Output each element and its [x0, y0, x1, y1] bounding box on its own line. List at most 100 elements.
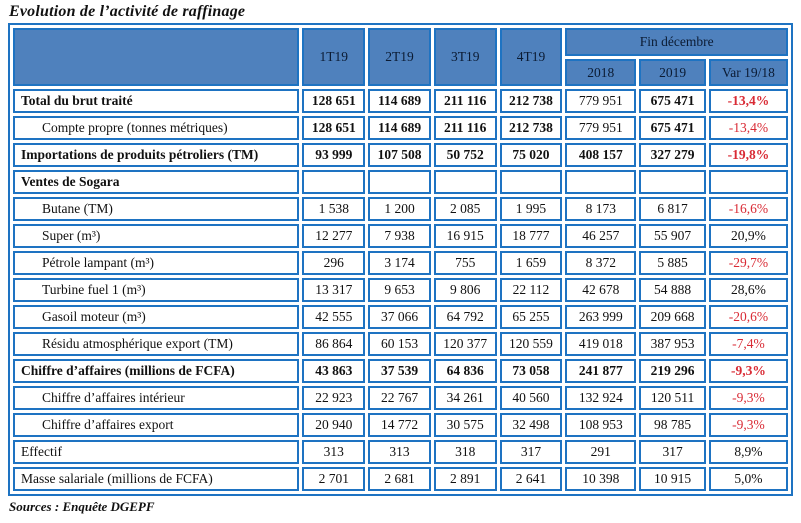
cell-value: 219 296 — [639, 359, 706, 383]
table-row: Chiffre d’affaires export 20 940 14 772 30 … — [13, 413, 788, 437]
cell-value: 1 995 — [499, 197, 563, 221]
cell-value: 317 — [639, 440, 706, 464]
cell-value: 120 377 — [433, 332, 497, 356]
cell-value: 18 777 — [499, 224, 563, 248]
cell-value: 55 907 — [639, 224, 706, 248]
cell-value: 12 277 — [302, 224, 366, 248]
cell-value: 108 953 — [565, 413, 637, 437]
header-row-top: 1T19 2T19 3T19 4T19 Fin décembre — [13, 28, 788, 86]
col-header-3t19: 3T19 — [433, 28, 497, 86]
cell-value: 2 641 — [499, 467, 563, 491]
cell-value: 212 738 — [499, 89, 563, 113]
cell-variation: 8,9% — [708, 440, 788, 464]
cell-variation: -7,4% — [708, 332, 788, 356]
cell-value: 14 772 — [368, 413, 431, 437]
cell-value — [433, 170, 497, 194]
cell-value: 3 174 — [368, 251, 431, 275]
cell-value: 22 767 — [368, 386, 431, 410]
table-body: Total du brut traité 128 651 114 689 211 11… — [13, 89, 788, 491]
row-label: Super (m³) — [13, 224, 300, 248]
cell-value: 43 863 — [302, 359, 366, 383]
cell-value: 296 — [302, 251, 366, 275]
refining-activity-table: 1T19 2T19 3T19 4T19 Fin décembre 2018 20… — [8, 23, 793, 496]
col-header-2019: 2019 — [639, 59, 706, 86]
cell-value: 212 738 — [499, 116, 563, 140]
cell-value: 120 559 — [499, 332, 563, 356]
row-label: Compte propre (tonnes métriques) — [13, 116, 300, 140]
cell-value: 22 112 — [499, 278, 563, 302]
row-label: Turbine fuel 1 (m³) — [13, 278, 300, 302]
table-row: Importations de produits pétroliers (TM)… — [13, 143, 788, 167]
cell-value: 5 885 — [639, 251, 706, 275]
table-row: Ventes de Sogara — [13, 170, 788, 194]
cell-value: 419 018 — [565, 332, 637, 356]
cell-value: 1 538 — [302, 197, 366, 221]
cell-value: 317 — [499, 440, 563, 464]
cell-value: 40 560 — [499, 386, 563, 410]
col-header-1t19: 1T19 — [302, 28, 366, 86]
col-header-var-19-18: Var 19/18 — [708, 59, 788, 86]
cell-variation: -9,3% — [708, 386, 788, 410]
cell-variation: 20,9% — [708, 224, 788, 248]
cell-value: 211 116 — [433, 89, 497, 113]
row-label: Effectif — [13, 440, 300, 464]
row-label: Résidu atmosphérique export (TM) — [13, 332, 300, 356]
cell-value: 1 659 — [499, 251, 563, 275]
cell-value: 120 511 — [639, 386, 706, 410]
cell-value: 34 261 — [433, 386, 497, 410]
cell-value: 13 317 — [302, 278, 366, 302]
cell-value: 42 678 — [565, 278, 637, 302]
cell-value — [499, 170, 563, 194]
cell-value: 313 — [368, 440, 431, 464]
cell-value: 313 — [302, 440, 366, 464]
table-row: Effectif 313 313 318 317 291 317 8,9% — [13, 440, 788, 464]
cell-value — [368, 170, 431, 194]
col-header-2018: 2018 — [565, 59, 637, 86]
table-row: Chiffre d’affaires (millions de FCFA) 43 … — [13, 359, 788, 383]
cell-variation: -19,8% — [708, 143, 788, 167]
table-row: Butane (TM) 1 538 1 200 2 085 1 995 8 173 6 81… — [13, 197, 788, 221]
cell-value: 8 372 — [565, 251, 637, 275]
table-row: Compte propre (tonnes métriques) 128 651 1… — [13, 116, 788, 140]
header-row-sub: 2018 2019 Var 19/18 — [13, 59, 788, 86]
cell-value: 8 173 — [565, 197, 637, 221]
cell-value: 128 651 — [302, 116, 366, 140]
table-row: Chiffre d’affaires intérieur 22 923 22 767… — [13, 386, 788, 410]
cell-variation — [708, 170, 788, 194]
cell-value: 22 923 — [302, 386, 366, 410]
cell-value: 2 891 — [433, 467, 497, 491]
page-title: Evolution de l’activité de raffinage — [9, 3, 246, 20]
row-label: Masse salariale (millions de FCFA) — [13, 467, 300, 491]
row-label: Gasoil moteur (m³) — [13, 305, 300, 329]
cell-value: 675 471 — [639, 89, 706, 113]
table-row: Total du brut traité 128 651 114 689 211 11… — [13, 89, 788, 113]
cell-value: 128 651 — [302, 89, 366, 113]
cell-value: 20 940 — [302, 413, 366, 437]
cell-value: 16 915 — [433, 224, 497, 248]
cell-variation: -16,6% — [708, 197, 788, 221]
cell-value: 64 792 — [433, 305, 497, 329]
cell-value: 387 953 — [639, 332, 706, 356]
cell-value: 241 877 — [565, 359, 637, 383]
source-note: Sources : Enquête DGEPF — [9, 499, 155, 514]
cell-variation: -9,3% — [708, 413, 788, 437]
cell-value: 114 689 — [368, 89, 431, 113]
col-header-2t19: 2T19 — [368, 28, 431, 86]
cell-value: 10 915 — [639, 467, 706, 491]
cell-value: 114 689 — [368, 116, 431, 140]
cell-value — [639, 170, 706, 194]
cell-value: 2 085 — [433, 197, 497, 221]
cell-value: 65 255 — [499, 305, 563, 329]
row-label: Chiffre d’affaires intérieur — [13, 386, 300, 410]
cell-value: 9 806 — [433, 278, 497, 302]
cell-value: 93 999 — [302, 143, 366, 167]
cell-variation: -29,7% — [708, 251, 788, 275]
cell-variation: 5,0% — [708, 467, 788, 491]
table-row: Masse salariale (millions de FCFA) 2 701 2… — [13, 467, 788, 491]
cell-value: 675 471 — [639, 116, 706, 140]
cell-variation: 28,6% — [708, 278, 788, 302]
table-row: Résidu atmosphérique export (TM) 86 864 60… — [13, 332, 788, 356]
cell-variation: -13,4% — [708, 89, 788, 113]
cell-value: 2 701 — [302, 467, 366, 491]
